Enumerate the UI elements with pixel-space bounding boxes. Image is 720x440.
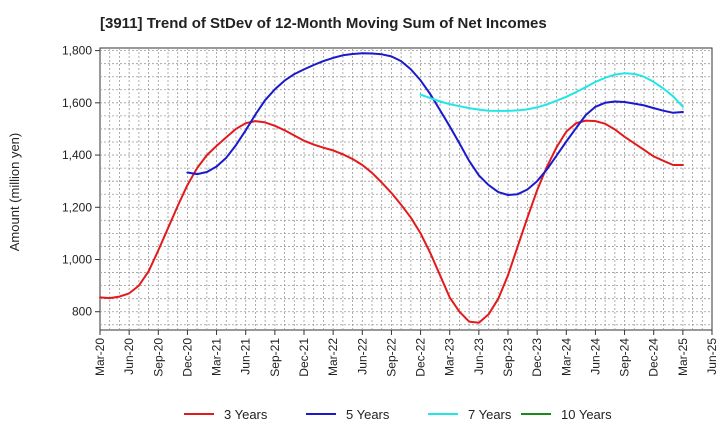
grid-lines	[100, 48, 712, 330]
x-tick-label: Mar-21	[210, 338, 224, 376]
x-tick-label: Jun-23	[472, 338, 486, 375]
x-tick-label: Dec-24	[647, 338, 661, 377]
y-tick-label: 1,400	[62, 148, 92, 162]
legend-label-10-years: 10 Years	[561, 407, 612, 422]
y-axis-label: Amount (million yen)	[7, 133, 22, 252]
chart-title: [3911] Trend of StDev of 12-Month Moving…	[100, 15, 547, 32]
plot-area	[99, 47, 713, 331]
x-tick-label: Dec-22	[414, 338, 428, 377]
x-tick-label: Dec-21	[297, 338, 311, 377]
x-tick-label: Jun-25	[705, 338, 719, 375]
y-tick-label: 1,000	[62, 253, 92, 267]
x-axis-ticks: Mar-20 Jun-20 Sep-20 Dec-20 Mar-21 Jun-21 Sep-…	[93, 330, 719, 377]
y-axis-ticks: 800 1,000 1,200 1,400 1,600 1,800	[62, 44, 100, 319]
x-tick-label: Jun-20	[122, 338, 136, 375]
x-tick-label: Jun-21	[239, 338, 253, 375]
x-tick-label: Jun-22	[355, 338, 369, 375]
x-tick-label: Mar-25	[676, 338, 690, 376]
legend-label-5-years: 5 Years	[346, 407, 390, 422]
x-tick-label: Sep-20	[151, 338, 165, 377]
y-tick-label: 800	[72, 305, 92, 319]
x-tick-label: Mar-24	[559, 338, 573, 376]
y-tick-label: 1,800	[62, 44, 92, 58]
legend: 3 Years 5 Years 7 Years 10 Years	[184, 407, 612, 422]
x-tick-label: Sep-22	[384, 338, 398, 377]
y-tick-label: 1,200	[62, 200, 92, 214]
x-tick-label: Sep-24	[618, 338, 632, 377]
legend-label-7-years: 7 Years	[468, 407, 512, 422]
series-lines	[99, 52, 684, 324]
x-tick-label: Jun-24	[588, 338, 602, 375]
y-tick-label: 1,600	[62, 96, 92, 110]
x-tick-label: Dec-20	[180, 338, 194, 377]
x-tick-label: Sep-23	[501, 338, 515, 377]
series-line-3-years	[99, 119, 684, 324]
legend-label-3-years: 3 Years	[224, 407, 268, 422]
x-tick-label: Mar-20	[93, 338, 107, 376]
x-tick-label: Mar-23	[443, 338, 457, 376]
series-line-5-years	[186, 52, 684, 196]
x-tick-label: Mar-22	[326, 338, 340, 376]
x-tick-label: Dec-23	[530, 338, 544, 377]
series-line-7-years	[419, 72, 684, 112]
x-tick-label: Sep-21	[268, 338, 282, 377]
